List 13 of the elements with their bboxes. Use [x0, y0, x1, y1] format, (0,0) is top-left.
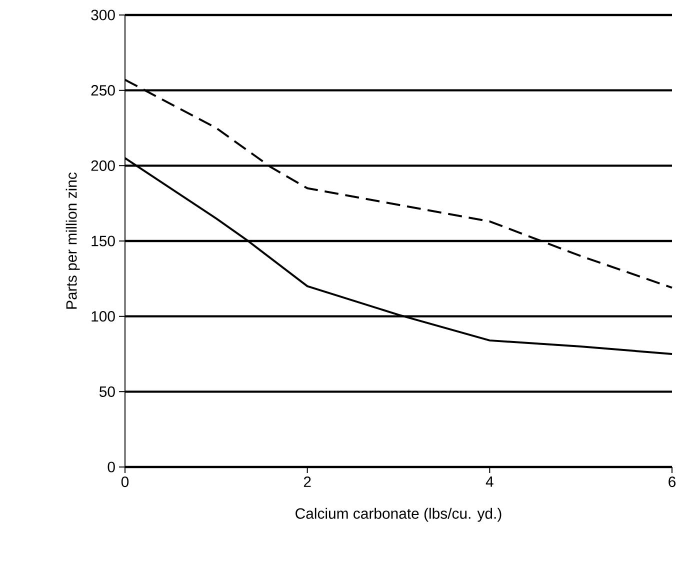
x-tick-label: 0	[121, 476, 129, 488]
y-axis-title: Parts per million zinc	[66, 172, 80, 309]
x-axis-title: Calcium carbonate (lbs/cu. yd.)	[296, 508, 502, 522]
x-tick-label: 4	[486, 476, 494, 487]
y-tick-label: 250	[91, 85, 115, 96]
y-tick-label: 200	[91, 160, 115, 171]
y-tick-label: 0	[108, 462, 115, 472]
x-tick-label: 2	[304, 476, 311, 487]
x-tick-label: 6	[668, 476, 676, 488]
y-tick-label: 50	[99, 386, 115, 397]
y-tick-label: 150	[92, 236, 115, 246]
y-tick-label: 300	[91, 10, 115, 20]
y-tick-label: 100	[92, 311, 115, 322]
